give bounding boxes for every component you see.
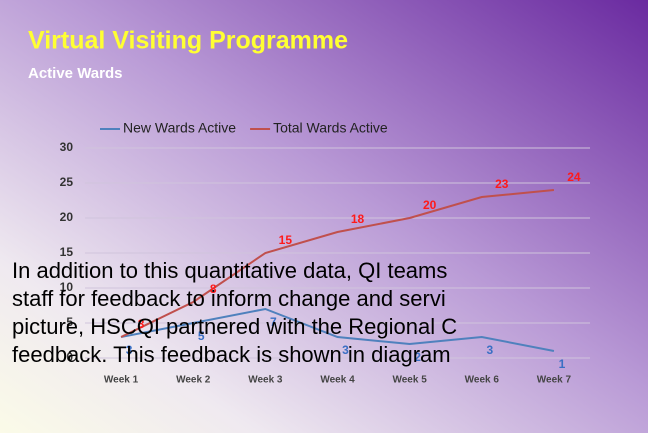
legend-label: New Wards Active: [123, 120, 236, 136]
y-tick-label: 30: [60, 140, 74, 154]
chart-title: Virtual Visiting Programme: [28, 27, 348, 55]
data-label: 3: [138, 317, 145, 331]
x-tick-label: Week 4: [320, 375, 355, 386]
y-tick-label: 15: [60, 245, 74, 259]
data-label: 20: [423, 198, 437, 212]
y-tick-label: 5: [66, 315, 73, 329]
data-label: 3: [486, 343, 493, 357]
chart-subtitle: Active Wards: [28, 65, 122, 82]
overlay-text: feedback. This feedback is shown in diag…: [12, 342, 451, 367]
data-label: 15: [279, 233, 293, 247]
overlay-text: In addition to this quantitative data, Q…: [12, 258, 447, 283]
x-tick-label: Week 1: [104, 375, 139, 386]
x-tick-label: Week 3: [248, 375, 283, 386]
y-tick-label: 10: [60, 280, 74, 294]
data-label: 1: [559, 357, 566, 371]
y-tick-label: 20: [60, 210, 74, 224]
y-tick-label: 0: [66, 350, 73, 364]
x-tick-label: Week 2: [176, 375, 211, 386]
overlay-text: picture, HSCQI partnered with the Region…: [12, 314, 457, 339]
series-line: [120, 307, 555, 352]
overlay-text: staff for feedback to inform change and …: [12, 286, 446, 311]
legend-label: Total Wards Active: [273, 120, 388, 136]
data-label: 24: [567, 170, 581, 184]
x-tick-label: Week 5: [392, 375, 427, 386]
data-label: 8: [210, 282, 217, 296]
data-label: 3: [342, 343, 349, 357]
data-label: 3: [126, 343, 133, 357]
y-tick-label: 25: [60, 175, 74, 189]
x-tick-label: Week 6: [465, 375, 500, 386]
data-label: 18: [351, 212, 365, 226]
series-line: [120, 189, 555, 338]
data-label: 2: [414, 350, 421, 364]
x-tick-label: Week 7: [537, 375, 572, 386]
data-label: 5: [198, 329, 205, 343]
data-label: 7: [270, 315, 277, 329]
data-label: 23: [495, 177, 509, 191]
